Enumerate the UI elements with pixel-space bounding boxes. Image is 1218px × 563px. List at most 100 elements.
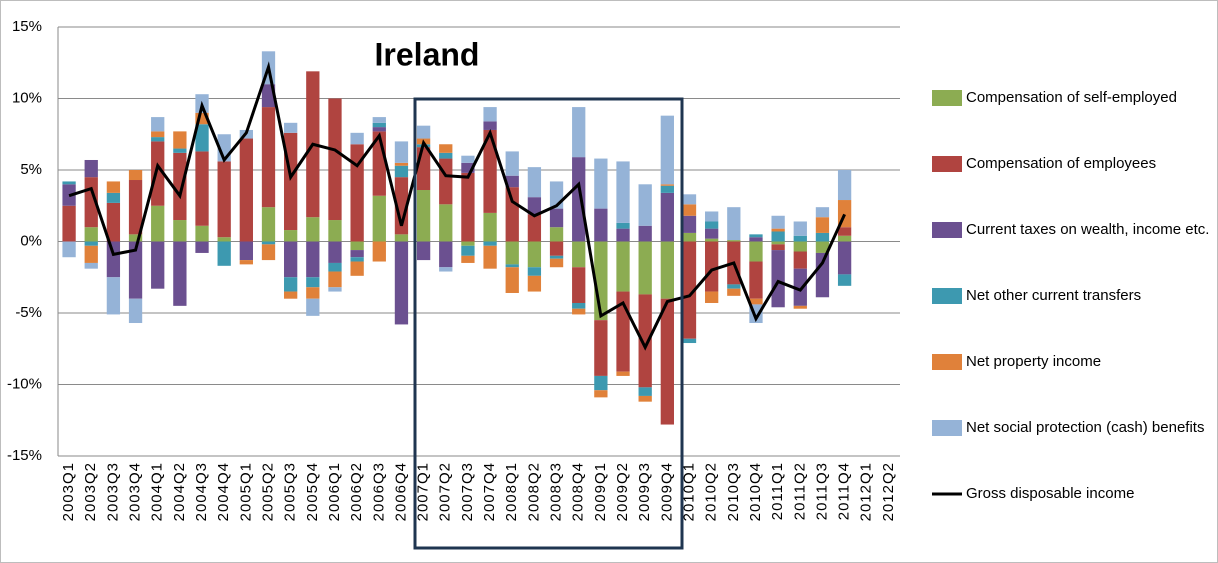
bar-segment [727, 288, 741, 296]
bar-segment [128, 234, 143, 242]
bar-segment [572, 241, 586, 268]
bar-segment [306, 217, 320, 242]
legend-swatch [932, 90, 962, 106]
bar-segment [527, 197, 542, 215]
bar-segment [350, 144, 364, 242]
legend-swatch [932, 288, 962, 304]
bar-segment [416, 125, 431, 139]
x-tick-label: 2010Q2 [703, 462, 720, 521]
bar-segment [815, 217, 830, 233]
x-tick-label: 2008Q4 [570, 462, 587, 521]
bar-segment [106, 241, 121, 278]
bar-segment [106, 277, 121, 315]
x-tick-label: 2003Q1 [60, 462, 77, 521]
bar-segment [350, 241, 364, 251]
x-tick-label: 2004Q2 [171, 462, 188, 521]
bar-segment [461, 162, 475, 173]
bar-segment [439, 267, 453, 272]
bar-segment [394, 234, 409, 242]
bar-segment [771, 244, 785, 251]
bar-segment [660, 185, 674, 193]
legend: Compensation of self-employed Compensatio… [932, 89, 1209, 502]
bar-segment [572, 107, 586, 158]
bar-segment [328, 287, 342, 292]
bar-segment [638, 184, 652, 226]
bar-segment [261, 207, 276, 242]
bar-segment [62, 181, 76, 185]
legend-label: Gross disposable income [966, 485, 1134, 502]
x-tick-label: 2010Q3 [725, 462, 742, 521]
bar-segment [527, 241, 542, 268]
bar-segment [749, 237, 763, 242]
x-tick-label: 2009Q1 [592, 462, 609, 521]
bar-segment [151, 137, 165, 142]
bar-segment [328, 98, 342, 221]
bar-segment [660, 192, 674, 242]
bar-segment [483, 245, 497, 269]
bar-segment [439, 152, 453, 159]
bar-segment [727, 240, 741, 242]
bar-segment [173, 152, 187, 221]
bar-segment [638, 241, 652, 295]
bar-segment [572, 267, 586, 303]
bar-segment [173, 220, 187, 242]
x-tick-label: 2007Q4 [481, 462, 498, 521]
bar-segment [505, 151, 519, 176]
x-tick-label: 2012Q2 [880, 462, 897, 521]
x-tick-label: 2006Q2 [348, 462, 365, 521]
bar-segment [461, 241, 475, 246]
bar-segment [837, 235, 852, 242]
x-tick-label: 2008Q1 [503, 462, 520, 521]
bar-segment [594, 320, 608, 376]
bar-segment [284, 230, 298, 242]
bar-segment [793, 235, 807, 242]
bar-segment [815, 207, 830, 218]
bar-segment [461, 255, 475, 263]
legend-swatch [932, 354, 962, 370]
chart-title: Ireland [375, 36, 480, 72]
bar-segment [549, 255, 564, 259]
bar-segment [527, 275, 542, 292]
x-tick-label: 2006Q1 [326, 462, 343, 521]
bar-segment [749, 261, 763, 299]
legend-swatch [932, 156, 962, 172]
bar-segment [394, 177, 409, 235]
x-tick-label: 2007Q2 [437, 462, 454, 521]
bar-segment [638, 294, 652, 388]
bar-segment [815, 241, 830, 253]
bar-segment [62, 205, 76, 242]
bar-segment [771, 231, 785, 242]
bar-segment [106, 192, 121, 203]
x-tick-label: 2005Q1 [237, 462, 254, 521]
bar-segment [284, 291, 298, 299]
bar-segment [350, 132, 364, 145]
bar-segment [62, 241, 76, 258]
bar-segment [505, 187, 519, 242]
bar-segment [616, 222, 630, 229]
x-tick-label: 2005Q4 [304, 462, 321, 521]
bar-segment [372, 117, 386, 123]
bar-segment [660, 184, 674, 186]
bar-segment [837, 241, 852, 275]
bar-segment [439, 204, 453, 242]
bar-segment [549, 208, 564, 228]
bar-segment [173, 131, 187, 149]
bar-segment [660, 241, 674, 299]
bar-segment [217, 161, 231, 238]
x-tick-label: 2010Q1 [680, 462, 697, 521]
x-tick-label: 2005Q3 [282, 462, 299, 521]
bar-segment [793, 268, 807, 306]
bar-segment [173, 241, 187, 306]
bar-segment [572, 308, 586, 315]
bar-segment [594, 158, 608, 209]
bar-segment [505, 175, 519, 188]
bar-segment [173, 148, 187, 153]
bar-segment [284, 241, 298, 278]
bar-segment [594, 375, 608, 391]
bar-segment [771, 241, 785, 245]
bar-segment [239, 241, 253, 261]
bar-segment [306, 298, 320, 316]
highlight-box [413, 97, 684, 550]
bar-segment [306, 241, 320, 278]
x-tick-label: 2006Q4 [392, 462, 409, 521]
